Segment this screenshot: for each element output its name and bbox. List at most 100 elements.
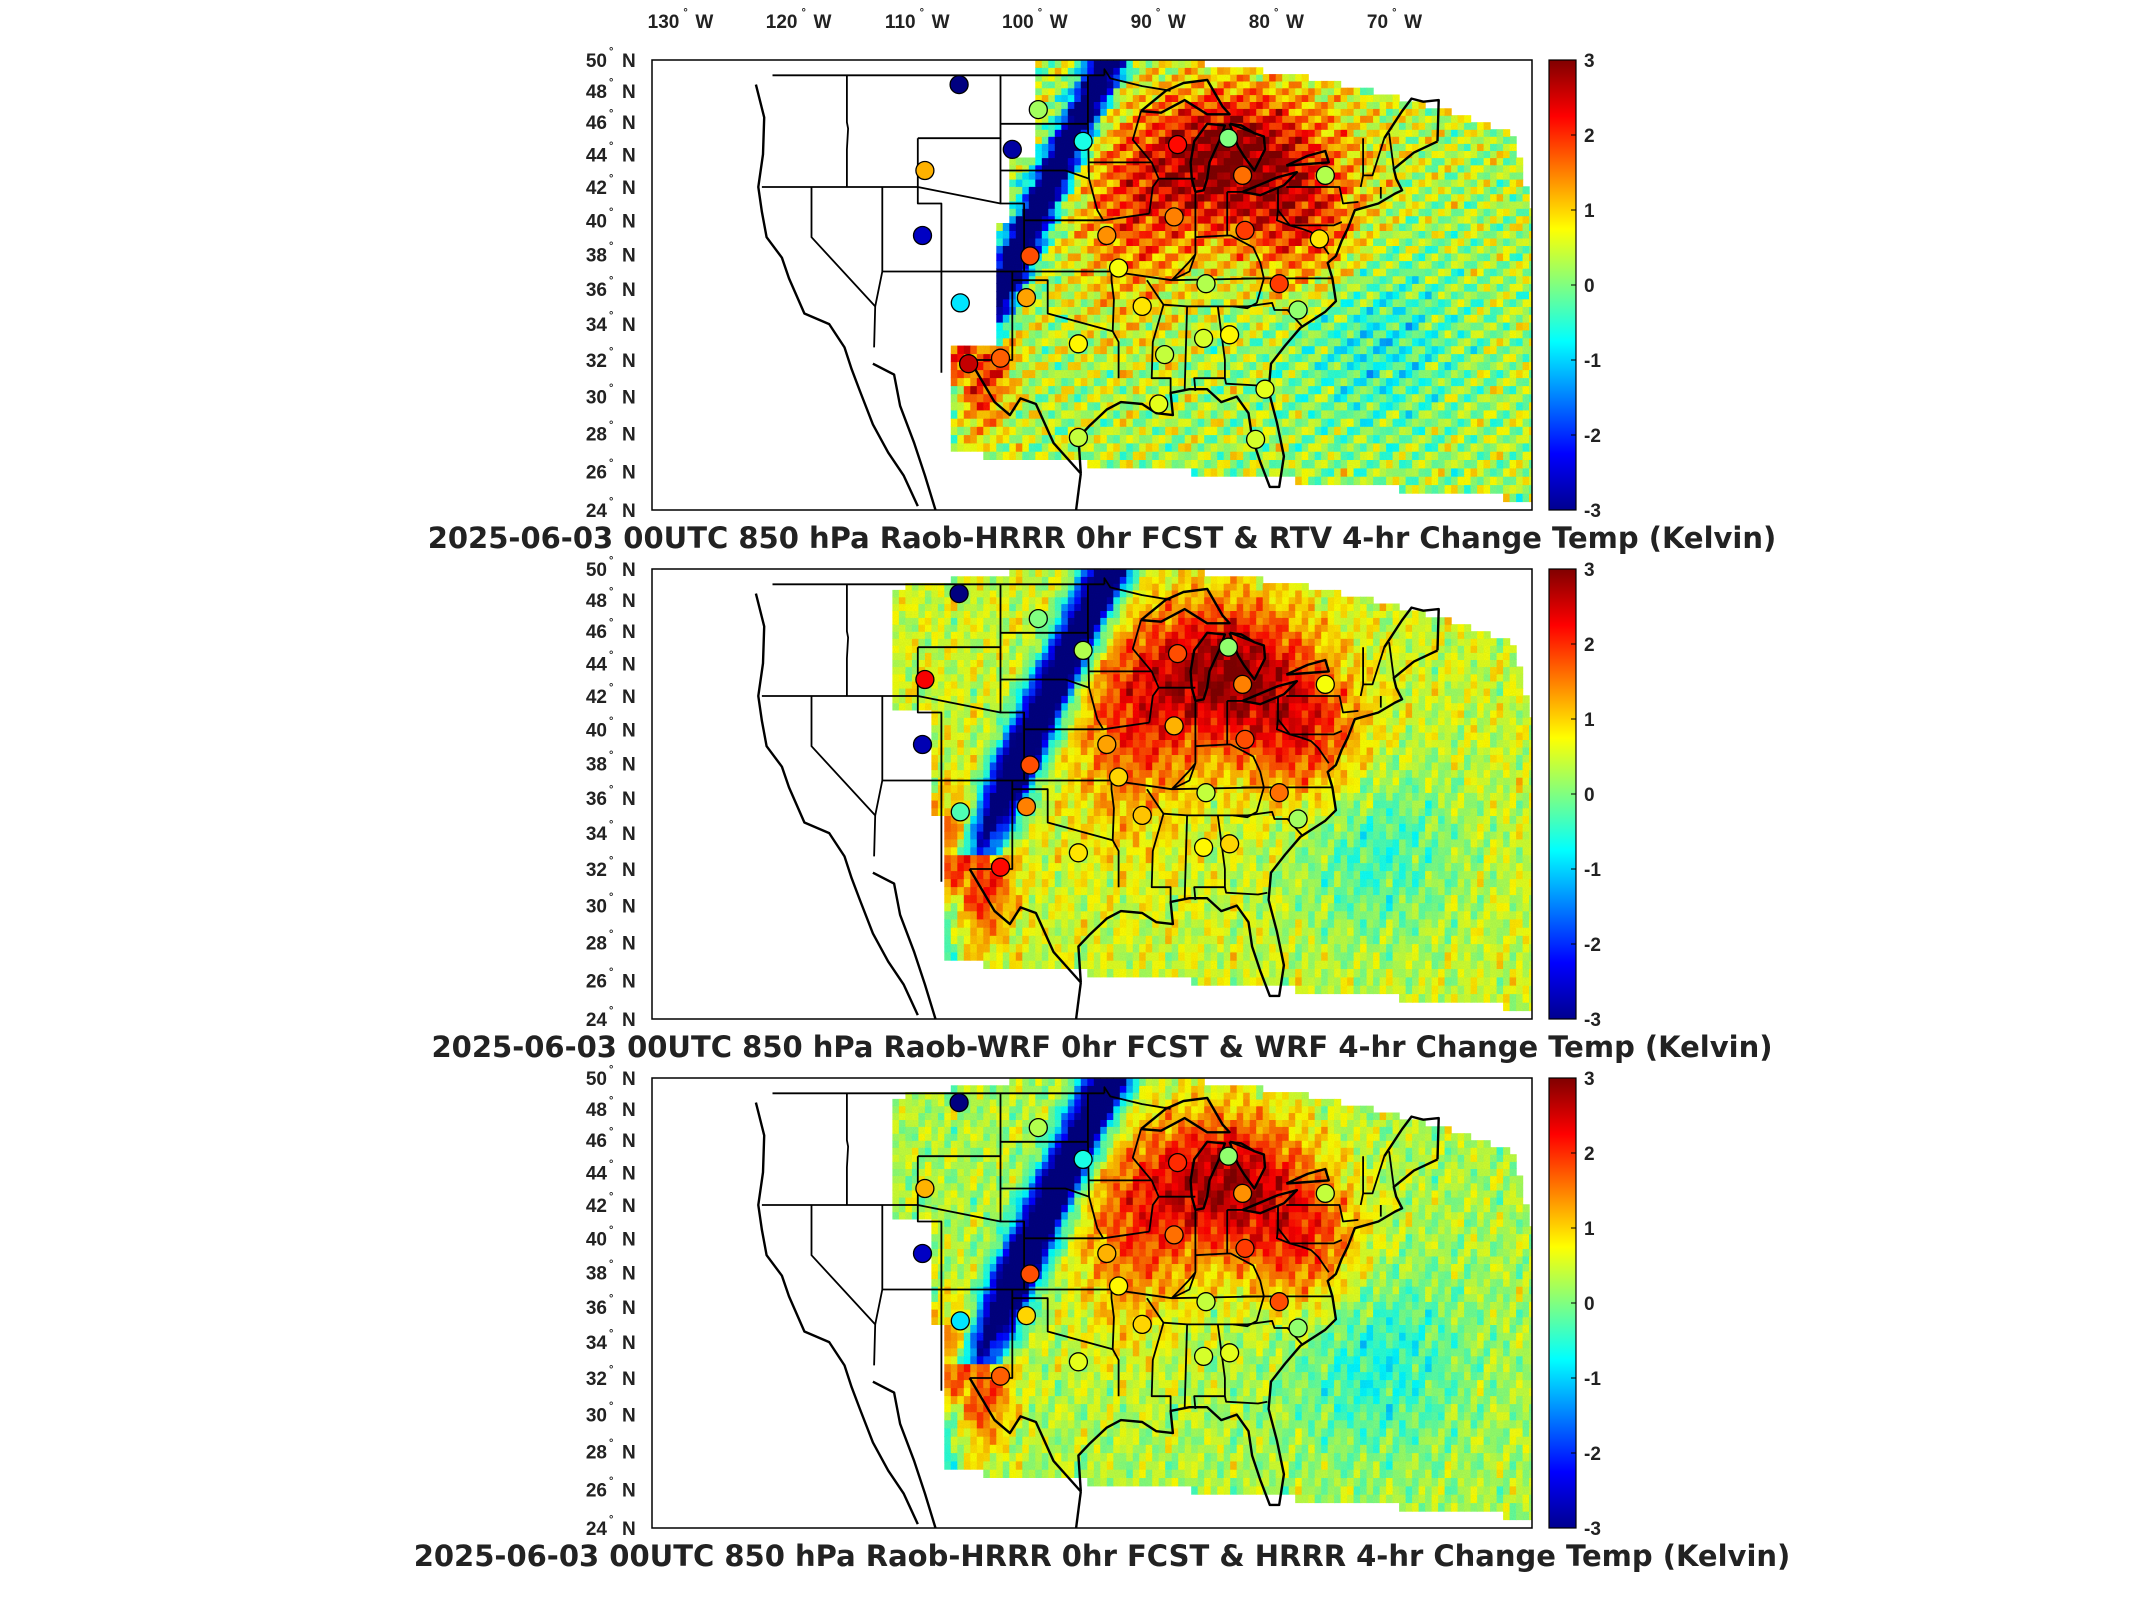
raob-station-marker xyxy=(1232,1183,1253,1204)
raob-station-marker xyxy=(1218,1146,1239,1166)
map-frame xyxy=(651,1077,1533,1529)
svg-text:42: 42 xyxy=(586,178,607,199)
raob-station-marker xyxy=(1097,734,1117,755)
lat-label: 24 ° N xyxy=(586,1514,636,1540)
temperature-field xyxy=(892,1078,1532,1521)
raob-station-marker xyxy=(1016,796,1037,817)
coastlines-and-borders xyxy=(754,577,1440,1019)
raob-station-marker xyxy=(1164,716,1184,736)
raob-station-marker xyxy=(1002,139,1022,160)
svg-text:N: N xyxy=(622,145,636,166)
svg-text:N: N xyxy=(622,51,636,72)
svg-text:N: N xyxy=(622,351,636,372)
svg-text:°: ° xyxy=(1038,7,1042,19)
lat-label: 34 ° N xyxy=(586,819,636,845)
svg-text:°: ° xyxy=(609,173,613,185)
svg-text:120: 120 xyxy=(766,12,798,33)
lat-label: 40 ° N xyxy=(586,715,636,741)
raob-station-marker xyxy=(1164,1225,1184,1245)
svg-text:°: ° xyxy=(920,7,924,19)
colorbar-tick-label: -2 xyxy=(1584,935,1601,956)
colorbar-tick-label: 2 xyxy=(1584,635,1595,656)
raob-station-marker xyxy=(1028,608,1048,629)
raob-station-marker xyxy=(1164,207,1184,227)
raob-station-marker xyxy=(1020,246,1040,266)
lat-label: 48 ° N xyxy=(586,1095,636,1121)
lat-label: 28 ° N xyxy=(586,929,636,955)
colorbar-tick-label: 1 xyxy=(1584,710,1595,731)
svg-text:N: N xyxy=(622,211,636,232)
lat-label: 38 ° N xyxy=(586,1258,636,1284)
raob-station-marker xyxy=(990,348,1011,368)
lat-label: 40 ° N xyxy=(586,1224,636,1250)
lat-label: 42 ° N xyxy=(586,173,636,199)
raob-station-marker xyxy=(1016,1305,1037,1326)
lat-label: 24 ° N xyxy=(586,1005,636,1031)
svg-text:100: 100 xyxy=(1002,12,1034,33)
svg-text:°: ° xyxy=(609,383,613,395)
raob-stations xyxy=(912,74,1335,450)
raob-station-marker xyxy=(990,857,1011,877)
lat-label: 40 ° N xyxy=(586,206,636,232)
colorbar-tick-label: -2 xyxy=(1584,426,1601,447)
svg-text:°: ° xyxy=(609,275,613,287)
colorbar-tick-label: -1 xyxy=(1584,1369,1601,1390)
svg-text:90: 90 xyxy=(1131,12,1152,33)
lat-label: 36 ° N xyxy=(586,1293,636,1319)
raob-station-marker xyxy=(1016,287,1037,308)
longitude-labels: 130 ° W 120 ° W 110 ° W 100 ° W 90 ° W 80 ° W 70 ° W xyxy=(648,7,1422,33)
lat-label: 32 ° N xyxy=(586,855,636,881)
svg-text:N: N xyxy=(622,280,636,301)
raob-station-marker xyxy=(1219,834,1240,854)
map-panel: 50 ° N 48 ° N 46 ° N 44 ° N 42 ° N 40 ° N 38 ° N 36 ° N 34 ° N 32 ° N… xyxy=(431,555,1772,1064)
lat-label: 24 ° N xyxy=(586,496,636,522)
lon-label: 120 ° W xyxy=(766,7,832,33)
svg-text:°: ° xyxy=(609,310,613,322)
raob-station-marker xyxy=(1235,220,1255,241)
raob-station-marker xyxy=(1315,674,1335,695)
raob-station-marker xyxy=(1097,1243,1117,1264)
lat-label: 46 ° N xyxy=(586,108,636,134)
svg-text:°: ° xyxy=(683,7,687,19)
raob-station-marker xyxy=(990,1366,1011,1386)
lat-label: 26 ° N xyxy=(586,458,636,484)
raob-station-marker xyxy=(1269,274,1289,294)
svg-text:W: W xyxy=(1050,12,1068,33)
raob-station-marker xyxy=(949,1092,969,1113)
raob-station-marker xyxy=(912,734,933,755)
lat-label: 48 ° N xyxy=(586,77,636,103)
raob-station-marker xyxy=(1315,1183,1335,1204)
raob-station-marker xyxy=(1167,1152,1188,1173)
svg-text:N: N xyxy=(622,178,636,199)
svg-text:N: N xyxy=(622,425,636,446)
lat-label: 50 ° N xyxy=(586,46,636,72)
svg-text:W: W xyxy=(813,12,831,33)
raob-station-marker xyxy=(1108,1276,1129,1296)
lat-label: 42 ° N xyxy=(586,682,636,708)
svg-text:°: ° xyxy=(801,7,805,19)
raob-station-marker xyxy=(1149,394,1169,414)
raob-station-marker xyxy=(958,354,979,374)
raob-station-marker xyxy=(1132,1314,1152,1335)
colorbar-tick-label: 0 xyxy=(1584,1294,1595,1315)
svg-text:80: 80 xyxy=(1249,12,1270,33)
lat-label: 42 ° N xyxy=(586,1191,636,1217)
colorbar: 3 2 1 0 -1 -2 -3 xyxy=(1548,1069,1601,1540)
raob-station-marker xyxy=(1196,783,1216,803)
raob-station-marker xyxy=(1132,805,1152,826)
raob-station-marker xyxy=(1235,1238,1255,1259)
raob-stations xyxy=(912,583,1335,877)
panel-title: 2025-06-03 00UTC 850 hPa Raob-WRF 0hr FC… xyxy=(431,1030,1772,1064)
lat-label: 36 ° N xyxy=(586,275,636,301)
colorbar-tick-label: -1 xyxy=(1584,351,1601,372)
svg-text:W: W xyxy=(932,12,950,33)
svg-text:40: 40 xyxy=(586,211,607,232)
raob-station-marker xyxy=(1028,99,1048,120)
raob-station-marker xyxy=(912,225,933,246)
panel-title: 2025-06-03 00UTC 850 hPa Raob-HRRR 0hr F… xyxy=(414,1539,1791,1573)
lon-label: 100 ° W xyxy=(1002,7,1068,33)
raob-station-marker xyxy=(1288,809,1308,829)
raob-station-marker xyxy=(915,1178,935,1199)
raob-station-marker xyxy=(950,802,970,822)
